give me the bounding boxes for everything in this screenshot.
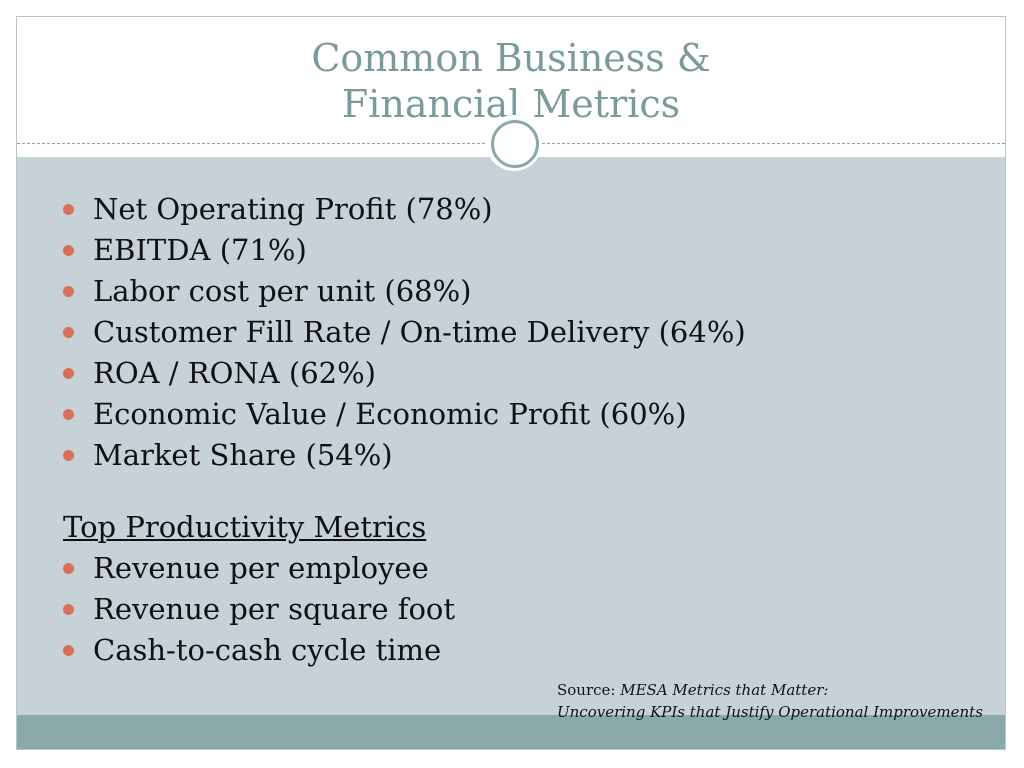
list-item: Labor cost per unit (68%) xyxy=(61,271,746,312)
title-line-1: Common Business & xyxy=(311,36,711,80)
productivity-metrics-list: Revenue per employee Revenue per square … xyxy=(61,548,455,671)
list-item-text: Economic Value / Economic Profit (60%) xyxy=(93,397,687,431)
source-line-2: Uncovering KPIs that Justify Operational… xyxy=(557,701,983,723)
list-item-text: Labor cost per unit (68%) xyxy=(93,274,472,308)
list-item: Revenue per square foot xyxy=(61,589,455,630)
bullet-icon xyxy=(63,286,74,297)
source-title-2: Uncovering KPIs that Justify Operational… xyxy=(557,703,983,721)
list-item: Net Operating Profit (78%) xyxy=(61,189,746,230)
list-item: Revenue per employee xyxy=(61,548,455,589)
bullet-icon xyxy=(63,409,74,420)
list-item: ROA / RONA (62%) xyxy=(61,353,746,394)
bullet-icon xyxy=(63,245,74,256)
list-item-text: Net Operating Profit (78%) xyxy=(93,192,493,226)
list-item-text: ROA / RONA (62%) xyxy=(93,356,376,390)
list-item-text: Cash-to-cash cycle time xyxy=(93,633,442,667)
source-title-1: MESA Metrics that Matter: xyxy=(620,681,829,699)
list-item: Cash-to-cash cycle time xyxy=(61,630,455,671)
bullet-icon xyxy=(63,450,74,461)
slide-title: Common Business & Financial Metrics xyxy=(17,35,1005,127)
list-item: Customer Fill Rate / On-time Delivery (6… xyxy=(61,312,746,353)
bullet-icon xyxy=(63,204,74,215)
bullet-icon xyxy=(63,327,74,338)
financial-metrics-list: Net Operating Profit (78%) EBITDA (71%) … xyxy=(61,189,746,476)
slide: Common Business & Financial Metrics Net … xyxy=(16,16,1006,750)
list-item-text: Revenue per square foot xyxy=(93,592,456,626)
list-item: Economic Value / Economic Profit (60%) xyxy=(61,394,746,435)
list-item-text: Revenue per employee xyxy=(93,551,429,585)
content-area xyxy=(17,157,1005,717)
bullet-icon xyxy=(63,368,74,379)
footer-bar xyxy=(17,715,1005,749)
list-item: Market Share (54%) xyxy=(61,435,746,476)
source-line-1: Source: MESA Metrics that Matter: xyxy=(557,679,983,701)
productivity-heading: Top Productivity Metrics xyxy=(63,510,427,544)
divider-ring-icon xyxy=(491,120,539,168)
bullet-icon xyxy=(63,604,74,615)
bullet-icon xyxy=(63,563,74,574)
list-item-text: Customer Fill Rate / On-time Delivery (6… xyxy=(93,315,746,349)
list-item: EBITDA (71%) xyxy=(61,230,746,271)
source-label: Source: xyxy=(557,681,621,699)
source-citation: Source: MESA Metrics that Matter: Uncove… xyxy=(557,679,983,723)
bullet-icon xyxy=(63,645,74,656)
list-item-text: EBITDA (71%) xyxy=(93,233,307,267)
list-item-text: Market Share (54%) xyxy=(93,438,393,472)
